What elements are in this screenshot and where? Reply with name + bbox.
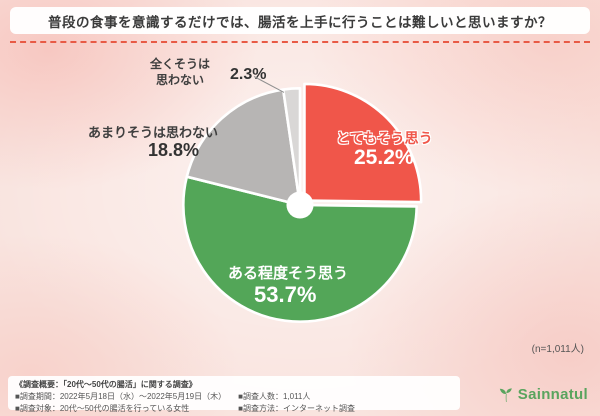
survey-item-count: ■調査人数：1,011人 [238,392,311,401]
survey-heading: 《調査概要：「20代～50代の腸活」に関する調査》 [15,380,197,389]
survey-item-method: ■調査方法：インターネット調査 [238,404,355,413]
dashed-divider [10,41,590,43]
pie-slice-0 [303,82,423,204]
brand-name: Sainnatul [517,386,588,403]
leaf-icon [499,387,512,402]
survey-right-column: ■調査人数：1,011人 ■調査方法：インターネット調査 ■モニター提供元：ゼネ… [238,391,371,413]
value-somewhat-agree: 53.7% [254,282,317,307]
survey-overview-box: 《調査概要：「20代～50代の腸活」に関する調査》 ■調査期間：2022年5月1… [8,376,460,413]
label-strongly-agree: とてもそう思う [336,130,433,146]
survey-item-period: ■調査期間：2022年5月18日（水）～2022年5月19日（木） [15,392,227,401]
brand-logo: Sainnatul [498,386,588,403]
label-somewhat-agree: ある程度そう思う [228,265,349,282]
pie-chart-svg [182,82,423,323]
label-not-at-all: 全くそうは思わない [149,57,210,87]
page-title: 普段の食事を意識するだけでは、腸活を上手に行うことは難しいと思いますか？ [10,7,590,34]
value-strongly-agree: 25.2% [354,146,414,169]
pie-slice-2 [185,88,302,207]
survey-item-target: ■調査対象：20代～50代の腸活を行っている女性 [15,404,190,413]
pie-slice-1 [182,175,418,323]
sample-size-note: (n=1,011人) [531,344,584,355]
pie-center-hole [286,191,314,219]
value-not-at-all: 2.3% [230,66,267,83]
survey-left-column: 《調査概要：「20代～50代の腸活」に関する調査》 ■調査期間：2022年5月1… [15,379,227,413]
label-not-really: あまりそうは思わない [88,125,219,140]
pie-slice-3 [281,87,302,207]
pie-chart [175,80,425,330]
value-not-really: 18.8% [148,140,200,160]
